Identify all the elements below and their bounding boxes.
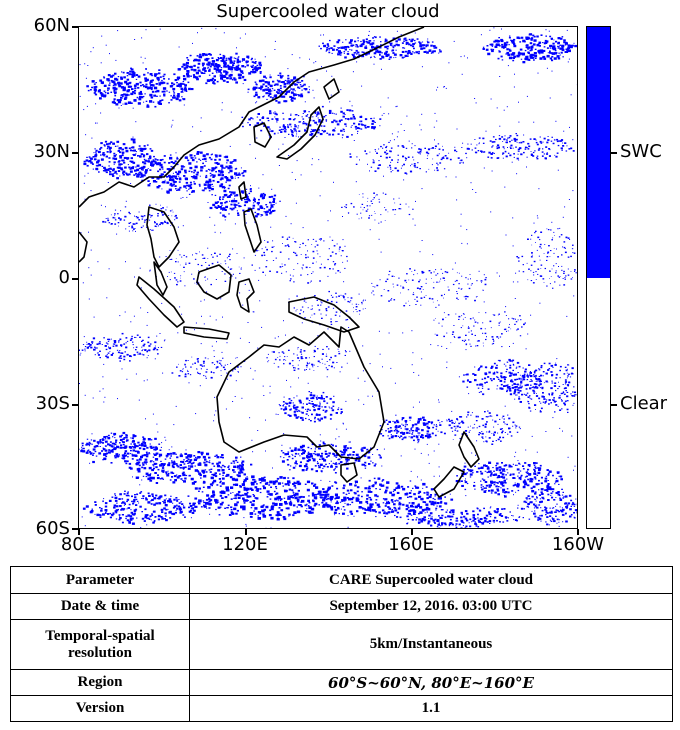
param-cell: Region [10, 669, 190, 696]
legend-colorbar [586, 26, 611, 529]
colorbar-label-swc: SWC [620, 141, 662, 162]
value-cell: September 12, 2016. 03:00 UTC [189, 593, 673, 620]
table-row: Date & time September 12, 2016. 03:00 UT… [10, 593, 673, 620]
colorbar-tick [611, 404, 617, 406]
table-row: Region 60°S~60°N, 80°E~160°E [10, 669, 673, 696]
lat-tick [72, 152, 78, 154]
lon-tick [577, 529, 579, 535]
table-row: Version 1.1 [10, 695, 673, 722]
param-cell: Parameter [10, 566, 190, 594]
lat-tick [72, 404, 78, 406]
value-cell: 5km/Instantaneous [189, 619, 673, 670]
supercooled-cloud-field [79, 27, 577, 528]
lon-label-120e: 120E [222, 534, 268, 555]
lon-tick [411, 529, 413, 535]
lat-label-60s: 60S [35, 518, 70, 539]
lat-label-30s: 30S [35, 393, 70, 414]
param-cell: Version [10, 695, 190, 722]
lon-tick [78, 529, 80, 535]
value-cell: 1.1 [189, 695, 673, 722]
lon-label-80e: 80E [60, 534, 96, 555]
value-cell: CARE Supercooled water cloud [189, 566, 673, 594]
lon-label-160e: 160E [388, 534, 434, 555]
lat-tick [72, 528, 78, 530]
param-cell: Temporal-spatial resolution [10, 619, 190, 670]
lon-tick [245, 529, 247, 535]
lat-tick [72, 278, 78, 280]
map-panel [78, 26, 578, 529]
table-row: Temporal-spatial resolution 5km/Instanta… [10, 619, 673, 670]
param-cell: Date & time [10, 593, 190, 620]
metadata-table: Parameter CARE Supercooled water cloud D… [10, 566, 673, 722]
cloud-map [79, 27, 577, 528]
value-cell: 60°S~60°N, 80°E~160°E [189, 669, 673, 696]
lat-label-60n: 60N [33, 15, 70, 36]
table-row: Parameter CARE Supercooled water cloud [10, 566, 673, 594]
colorbar-clear-segment [587, 277, 610, 528]
colorbar-swc-segment [587, 27, 610, 278]
colorbar-label-clear: Clear [620, 393, 668, 414]
lat-tick [72, 26, 78, 28]
lat-label-30n: 30N [33, 141, 70, 162]
map-title: Supercooled water cloud [216, 1, 440, 22]
lon-label-160w: 160W [551, 534, 605, 555]
coastlines [79, 27, 480, 498]
lat-label-0: 0 [58, 267, 70, 288]
colorbar-tick [611, 152, 617, 154]
